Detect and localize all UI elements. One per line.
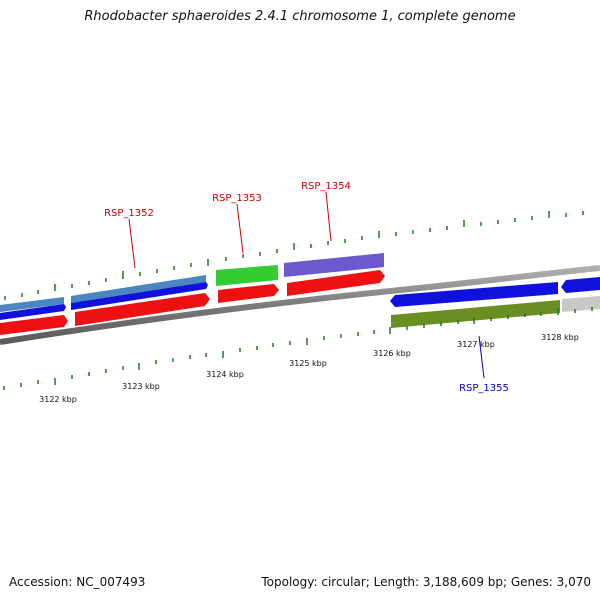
forward-feature-track bbox=[0, 253, 384, 320]
gene-label-rsp-1353[interactable]: RSP_1353 bbox=[212, 193, 262, 204]
gene-label-rsp-1355[interactable]: RSP_1355 bbox=[459, 383, 509, 394]
kbp-label: 3126 kbp bbox=[373, 349, 411, 358]
green-feature bbox=[216, 265, 278, 286]
blue-cds-reverse-feature bbox=[390, 282, 558, 307]
kbp-label: 3128 kbp bbox=[541, 333, 579, 342]
accession-text: Accession: NC_007493 bbox=[9, 575, 146, 589]
red-cds-feature bbox=[287, 270, 385, 296]
blue-cds-feature bbox=[71, 282, 208, 310]
kbp-labels: 3122 kbp 3123 kbp 3124 kbp 3125 kbp 3126… bbox=[39, 333, 579, 404]
gray-feature bbox=[562, 296, 600, 312]
kbp-label: 3127 kbp bbox=[457, 340, 495, 349]
leader-rsp-1352 bbox=[128, 218, 136, 269]
olive-feature bbox=[391, 300, 560, 328]
blue-cds-feature bbox=[0, 304, 66, 320]
forward-cds-track bbox=[0, 270, 385, 335]
genome-summary-text: Topology: circular; Length: 3,188,609 bp… bbox=[261, 575, 591, 589]
red-cds-feature bbox=[218, 284, 279, 303]
genome-backbone bbox=[0, 265, 600, 345]
kbp-label: 3123 kbp bbox=[122, 382, 160, 391]
blue-cds-reverse-feature bbox=[561, 277, 600, 293]
leader-rsp-1355 bbox=[478, 335, 485, 379]
kbp-label: 3125 kbp bbox=[289, 359, 327, 368]
map-title: Rhodobacter sphaeroides 2.4.1 chromosome… bbox=[84, 9, 516, 24]
gene-label-rsp-1354[interactable]: RSP_1354 bbox=[301, 181, 351, 192]
leader-rsp-1353 bbox=[236, 203, 244, 254]
red-cds-feature bbox=[75, 293, 210, 326]
kbp-label: 3122 kbp bbox=[39, 395, 77, 404]
leader-rsp-1354 bbox=[325, 191, 332, 242]
inner-ticks bbox=[3, 307, 593, 390]
gene-leaders bbox=[128, 191, 485, 379]
gene-labels: RSP_1352 RSP_1353 RSP_1354 RSP_1355 bbox=[104, 181, 509, 394]
purple-feature bbox=[284, 253, 384, 277]
steel-blue-feature bbox=[0, 297, 64, 312]
reverse-feature-track bbox=[390, 277, 600, 328]
kbp-label: 3124 kbp bbox=[206, 370, 244, 379]
red-cds-feature bbox=[0, 315, 68, 335]
gene-label-rsp-1352[interactable]: RSP_1352 bbox=[104, 208, 154, 219]
outer-ticks bbox=[4, 211, 584, 300]
steel-blue-feature bbox=[71, 275, 206, 303]
